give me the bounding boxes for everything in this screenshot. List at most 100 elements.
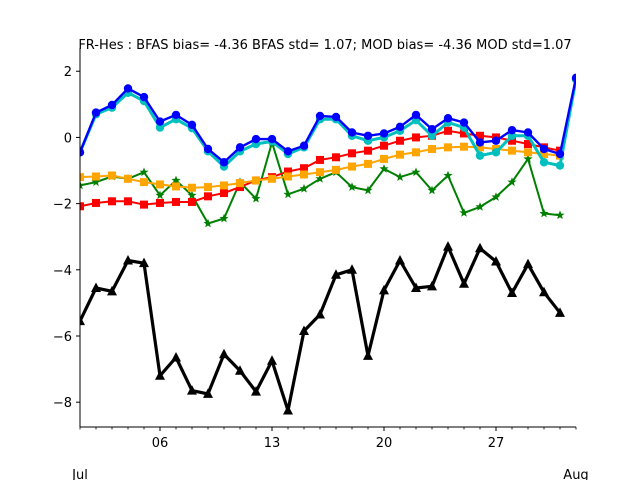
data-point bbox=[411, 110, 421, 120]
data-point bbox=[155, 123, 165, 132]
data-point bbox=[300, 164, 308, 173]
data-point bbox=[524, 140, 532, 149]
data-point bbox=[284, 172, 292, 181]
data-point bbox=[108, 171, 116, 180]
data-point bbox=[80, 148, 85, 157]
data-point bbox=[524, 148, 532, 157]
data-point bbox=[188, 197, 196, 206]
data-point bbox=[107, 285, 117, 296]
data-point bbox=[363, 131, 373, 140]
data-point bbox=[380, 154, 388, 163]
data-point bbox=[267, 134, 277, 144]
data-point bbox=[507, 125, 517, 135]
data-point bbox=[555, 210, 565, 220]
series-3 bbox=[80, 142, 564, 192]
x-tick-label: 27 bbox=[488, 436, 505, 451]
data-point bbox=[316, 168, 324, 177]
data-point bbox=[491, 136, 501, 145]
series-5 bbox=[80, 73, 576, 167]
data-point bbox=[187, 190, 197, 200]
data-point bbox=[124, 197, 132, 206]
data-point bbox=[379, 284, 389, 295]
data-point bbox=[300, 170, 308, 179]
data-point bbox=[92, 172, 100, 181]
data-point bbox=[283, 189, 293, 199]
data-point bbox=[91, 108, 101, 117]
x-tick-label: 06 bbox=[152, 436, 169, 451]
data-point bbox=[491, 192, 501, 201]
data-point bbox=[204, 192, 212, 201]
data-point bbox=[283, 404, 293, 415]
data-point bbox=[140, 200, 148, 209]
series-layer bbox=[80, 73, 576, 415]
data-point bbox=[235, 143, 245, 152]
data-point bbox=[315, 174, 325, 183]
data-point bbox=[299, 325, 309, 336]
data-point bbox=[139, 257, 149, 268]
data-point bbox=[219, 158, 229, 167]
data-point bbox=[459, 118, 469, 127]
series-line bbox=[80, 245, 562, 413]
chart-title: FR-Hes : BFAS bias= -4.36 BFAS std= 1.07… bbox=[78, 38, 571, 53]
data-point bbox=[139, 92, 149, 102]
data-point bbox=[140, 178, 148, 187]
data-point bbox=[220, 189, 228, 198]
data-point bbox=[395, 122, 405, 132]
data-point bbox=[364, 159, 372, 168]
data-point bbox=[443, 114, 453, 123]
data-point bbox=[187, 385, 197, 395]
data-point bbox=[476, 143, 484, 152]
data-point bbox=[364, 146, 372, 155]
series-0 bbox=[80, 241, 565, 415]
data-point bbox=[443, 170, 453, 180]
data-point bbox=[475, 138, 485, 147]
data-point bbox=[268, 174, 276, 183]
data-point bbox=[507, 177, 517, 186]
x-tick-label: 20 bbox=[376, 436, 393, 451]
data-point bbox=[188, 183, 196, 192]
data-point bbox=[331, 269, 341, 279]
data-point bbox=[108, 197, 116, 206]
data-point bbox=[139, 167, 149, 177]
data-point bbox=[508, 136, 516, 145]
data-point bbox=[347, 264, 357, 274]
y-tick-label: 2 bbox=[64, 65, 72, 80]
y-tick-label: −4 bbox=[53, 264, 72, 279]
data-point bbox=[412, 148, 420, 157]
data-point bbox=[540, 149, 548, 158]
data-point bbox=[460, 142, 468, 151]
data-point bbox=[80, 180, 85, 190]
data-point bbox=[267, 355, 277, 365]
data-point bbox=[459, 278, 469, 288]
x-month-label: Aug bbox=[563, 468, 588, 480]
data-point bbox=[251, 386, 261, 396]
data-point bbox=[380, 141, 388, 150]
data-point bbox=[444, 126, 452, 135]
data-point bbox=[80, 315, 85, 326]
data-point bbox=[284, 167, 292, 176]
data-point bbox=[315, 308, 325, 319]
data-point bbox=[539, 286, 549, 297]
data-point bbox=[203, 144, 213, 154]
data-point bbox=[507, 287, 517, 297]
data-point bbox=[171, 175, 181, 185]
data-point bbox=[523, 154, 533, 163]
data-point bbox=[156, 198, 164, 207]
y-tick-label: 0 bbox=[64, 131, 72, 146]
data-point bbox=[316, 155, 324, 164]
data-point bbox=[299, 183, 309, 193]
data-point bbox=[220, 181, 228, 190]
data-point bbox=[171, 110, 181, 120]
data-point bbox=[91, 282, 101, 293]
data-point bbox=[395, 255, 405, 265]
data-point bbox=[427, 185, 437, 195]
y-tick-label: −6 bbox=[53, 330, 72, 345]
data-point bbox=[156, 180, 164, 189]
data-point bbox=[124, 174, 132, 183]
data-point bbox=[347, 128, 357, 137]
data-point bbox=[252, 176, 260, 185]
data-point bbox=[427, 124, 437, 134]
data-point bbox=[251, 134, 261, 144]
